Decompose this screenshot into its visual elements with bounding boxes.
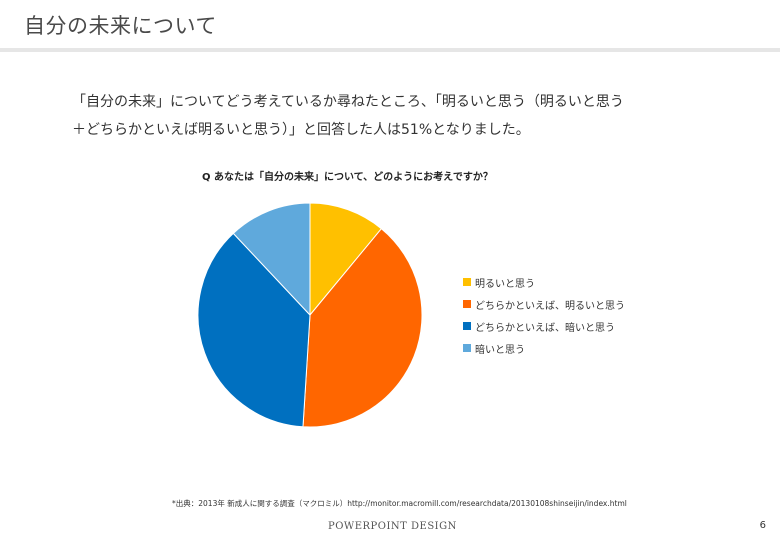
legend-item-1: 明るいと思う: [463, 271, 625, 293]
title-divider: [0, 48, 780, 52]
legend-item-2: どちらかといえば、明るいと思う: [463, 293, 625, 315]
pie-slice-4: [232, 202, 311, 317]
page-number: 6: [759, 520, 766, 531]
body-line-2: ＋どちらかといえば明るいと思う）」と回答した人は51%となりました。: [72, 122, 530, 138]
body-line-1: 「自分の未来」についてどう考えているか尋ねたところ、「明るいと思う（明るいと思う: [72, 94, 624, 110]
legend-item-3: どちらかといえば、暗いと思う: [463, 315, 625, 337]
legend-label: どちらかといえば、暗いと思う: [475, 322, 615, 334]
legend-label: 暗いと思う: [475, 344, 525, 356]
pie-slice-2: [302, 227, 423, 428]
source-note: *出典：2013年 新成人に関する調査（マクロミル）http://monitor…: [172, 499, 627, 508]
legend-label: どちらかといえば、明るいと思う: [475, 300, 625, 312]
brand-logo: POWERPOINT DESIGN: [328, 521, 457, 532]
pie-slice-1: [309, 202, 383, 317]
legend-swatch: [463, 300, 471, 308]
legend-swatch: [463, 322, 471, 330]
legend-swatch: [463, 344, 471, 352]
legend-item-4: 暗いと思う: [463, 337, 625, 359]
chart-legend: 明るいと思うどちらかといえば、明るいと思う どちらかといえば、暗いと思う 暗いと思う: [463, 271, 625, 359]
body-text: 「自分の未来」についてどう考えているか尋ねたところ、「明るいと思う（明るいと思う…: [72, 88, 752, 144]
pie-slice-3: [197, 232, 311, 428]
chart-title: Q あなたは「自分の未来」について、どのようにお考えですか？: [202, 172, 493, 183]
legend-label: 明るいと思う: [475, 278, 535, 290]
legend-swatch: [463, 278, 471, 286]
pie-chart: [197, 202, 423, 428]
slide-title: 自分の未来について: [24, 14, 217, 38]
